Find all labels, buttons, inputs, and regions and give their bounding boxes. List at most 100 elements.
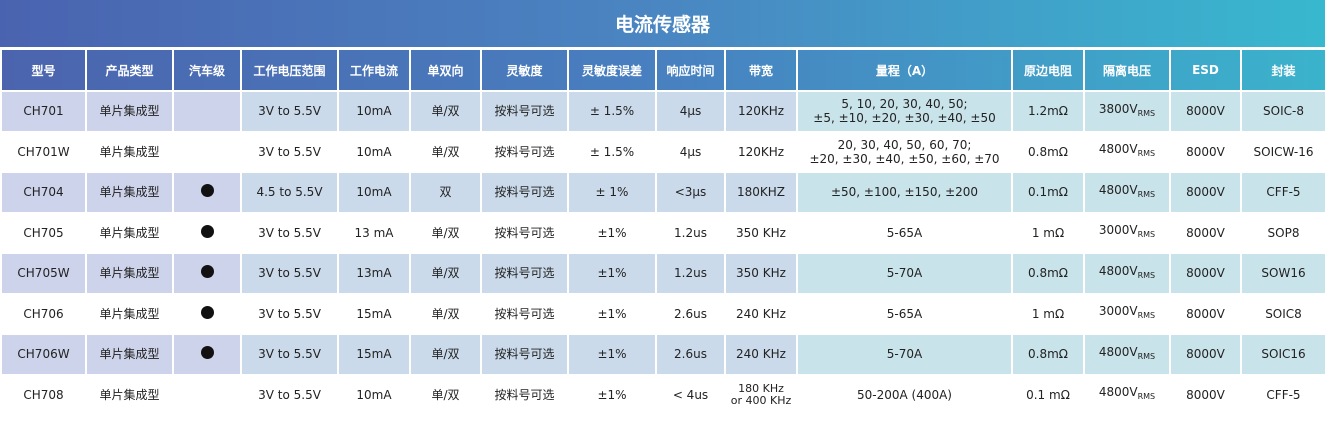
isolation-unit-subscript: RMS (1137, 230, 1156, 240)
cell-range: 5-70A (798, 335, 1011, 374)
column-header: 工作电压范围 (242, 50, 337, 90)
table-row: CH705W 单片集成型 3V to 5.5V 13mA 单/双 按料号可选 ±1% 1.2u… (2, 254, 1325, 293)
table-row: CH705 单片集成型 3V to 5.5V 13 mA 单/双 按料号可选 ±1% 1.2u… (2, 214, 1325, 253)
cell-voltage: 3V to 5.5V (258, 225, 321, 240)
cell-range-line: ±5, ±10, ±20, ±30, ±40, ±50 (813, 111, 996, 126)
isolation-unit-subscript: RMS (1137, 311, 1156, 321)
cell-bandwidth-line: or 400 KHz (730, 393, 792, 407)
cell-current: 15mA (356, 306, 392, 321)
cell-direction: 单/双 (411, 254, 480, 293)
cell-bandwidth: 240 KHz (726, 295, 796, 334)
cell-current: 15mA (339, 335, 409, 374)
automotive-dot-icon (200, 305, 214, 319)
cell-isolation-voltage: 4800VRMS (1085, 133, 1169, 172)
cell-bandwidth-line: 240 KHz (736, 306, 786, 321)
cell-type: 单片集成型 (99, 387, 160, 402)
cell-isolation-voltage: 4800VRMS (1085, 376, 1169, 415)
cell-resistance: 0.8mΩ (1013, 335, 1083, 374)
cell-direction: 双 (411, 173, 480, 212)
cell-isolation-voltage: 4800VRMS (1085, 173, 1169, 212)
cell-sensitivity: 按料号可选 (494, 144, 555, 159)
cell-direction: 单/双 (411, 335, 480, 374)
cell-automotive (174, 214, 240, 253)
column-header: ESD (1171, 50, 1240, 90)
cell-type: 单片集成型 (87, 173, 172, 212)
cell-model: CH705W (2, 254, 85, 293)
isolation-value: 4800V (1098, 182, 1138, 197)
column-header: 产品类型 (87, 50, 172, 90)
cell-range-line: 5-65A (886, 306, 923, 321)
cell-model: CH708 (23, 387, 64, 402)
cell-esd: 8000V (1171, 92, 1240, 131)
cell-range: 5-65A (798, 214, 1011, 253)
cell-sensitivity-error: ± 1% (569, 173, 655, 212)
cell-range-line: 5, 10, 20, 30, 40, 50; (841, 97, 968, 112)
cell-automotive (174, 335, 240, 374)
cell-range: 5-65A (798, 295, 1011, 334)
cell-bandwidth-line: 350 KHz (736, 266, 786, 281)
column-header: 带宽 (726, 50, 796, 90)
cell-resistance: 0.8mΩ (1028, 144, 1068, 159)
cell-sensitivity-error: ±1% (569, 254, 655, 293)
column-header: 隔离电压 (1085, 50, 1169, 90)
column-header: 原边电阻 (1013, 50, 1083, 90)
cell-voltage: 3V to 5.5V (258, 306, 321, 321)
cell-sensitivity: 按料号可选 (482, 335, 567, 374)
cell-model: CH701 (2, 92, 85, 131)
cell-voltage: 3V to 5.5V (242, 335, 337, 374)
isolation-value: 4800V (1098, 142, 1138, 157)
cell-sensitivity-error: ± 1.5% (589, 144, 635, 159)
cell-esd: 8000V (1171, 335, 1240, 374)
cell-bandwidth: 180 KHz or 400 KHz (726, 376, 796, 415)
cell-type: 单片集成型 (87, 92, 172, 131)
column-header: 工作电流 (339, 50, 409, 90)
cell-package: SOP8 (1267, 225, 1300, 240)
table-row: CH701 单片集成型 3V to 5.5V 10mA 单/双 按料号可选 ± 1.5% 4µ… (2, 92, 1325, 131)
cell-isolation-voltage: 4800VRMS (1085, 254, 1169, 293)
cell-bandwidth: 120KHz (726, 92, 796, 131)
cell-response-time: < 4us (672, 387, 709, 402)
cell-response-time: 2.6us (674, 306, 707, 321)
cell-range: 5-70A (798, 254, 1011, 293)
isolation-unit-subscript: RMS (1137, 351, 1156, 361)
cell-automotive (174, 92, 240, 131)
cell-sensitivity-error: ±1% (597, 306, 627, 321)
cell-bandwidth: 350 KHz (726, 254, 796, 293)
cell-response-time: 1.2us (657, 254, 724, 293)
cell-resistance: 0.8mΩ (1013, 254, 1083, 293)
cell-range-line: 5-65A (886, 225, 923, 240)
cell-voltage: 4.5 to 5.5V (242, 173, 337, 212)
cell-current: 10mA (339, 92, 409, 131)
cell-model: CH705 (23, 225, 64, 240)
cell-range-line: 5-70A (886, 266, 923, 281)
cell-package: CFF-5 (1266, 387, 1301, 402)
table-row: CH704 单片集成型 4.5 to 5.5V 10mA 双按料号可选 ± 1% <3µs 1… (2, 173, 1325, 212)
cell-current: 13mA (339, 254, 409, 293)
cell-range-line: ±50, ±100, ±150, ±200 (830, 185, 979, 200)
isolation-value: 3800V (1098, 101, 1138, 116)
isolation-value: 4800V (1098, 385, 1138, 400)
isolation-value: 4800V (1098, 263, 1138, 278)
cell-package: SOIC8 (1265, 306, 1302, 321)
cell-package: SOICW-16 (1253, 144, 1314, 159)
automotive-dot-icon (200, 346, 214, 360)
cell-bandwidth-line: 120KHz (737, 144, 785, 159)
cell-bandwidth-line: 350 KHz (736, 225, 786, 240)
column-header: 型号 (2, 50, 85, 90)
cell-package: CFF-5 (1242, 173, 1325, 212)
cell-direction: 单/双 (431, 225, 460, 240)
isolation-unit-subscript: RMS (1137, 392, 1156, 402)
isolation-value: 4800V (1098, 344, 1138, 359)
cell-isolation-voltage: 4800VRMS (1085, 335, 1169, 374)
cell-model: CH706W (2, 335, 85, 374)
table-row: CH706 单片集成型 3V to 5.5V 15mA 单/双 按料号可选 ±1% 2.6us… (2, 295, 1325, 334)
column-header: 汽车级 (174, 50, 240, 90)
isolation-value: 3000V (1098, 223, 1138, 238)
cell-resistance: 0.1mΩ (1013, 173, 1083, 212)
cell-resistance: 0.1 mΩ (1026, 387, 1070, 402)
cell-current: 10mA (356, 387, 392, 402)
cell-type: 单片集成型 (87, 335, 172, 374)
cell-direction: 单/双 (411, 92, 480, 131)
isolation-unit-subscript: RMS (1137, 108, 1156, 118)
cell-type: 单片集成型 (99, 306, 160, 321)
